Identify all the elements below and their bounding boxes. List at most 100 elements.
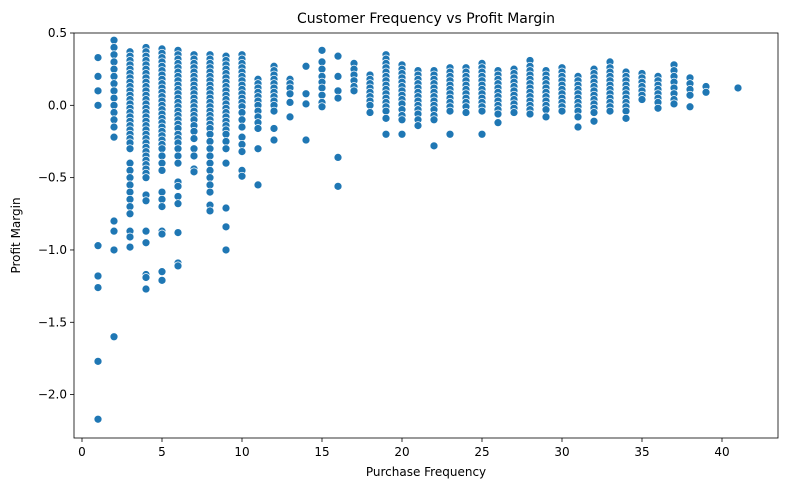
data-point <box>701 87 711 97</box>
data-point <box>93 414 103 424</box>
data-point <box>93 283 103 292</box>
data-point <box>109 226 119 236</box>
data-point <box>237 140 247 149</box>
data-point <box>237 108 247 117</box>
y-tick-label: −1.5 <box>38 315 67 329</box>
data-point <box>269 106 279 116</box>
x-tick-label: 15 <box>314 445 329 459</box>
data-point <box>237 171 247 181</box>
x-axis-label: Purchase Frequency <box>366 465 486 479</box>
data-point <box>237 115 247 125</box>
data-point <box>253 124 263 133</box>
plot-frame <box>73 32 779 439</box>
data-point <box>333 153 343 162</box>
data-point <box>205 158 215 168</box>
data-point <box>141 284 151 294</box>
data-point <box>125 194 135 204</box>
data-point <box>621 113 631 123</box>
x-tick-label: 35 <box>634 445 649 459</box>
data-point <box>109 100 119 110</box>
data-point <box>285 98 295 107</box>
y-tick-label: −2.0 <box>38 388 67 402</box>
data-points <box>93 35 743 424</box>
data-point <box>685 102 695 112</box>
data-point <box>109 115 119 125</box>
data-point <box>333 72 343 81</box>
x-tick-label: 20 <box>394 445 409 459</box>
data-point <box>125 187 135 197</box>
data-point <box>173 261 183 271</box>
data-point <box>125 242 135 252</box>
data-point <box>157 267 167 277</box>
data-point <box>205 187 215 197</box>
data-point <box>221 144 231 154</box>
data-point <box>157 275 167 285</box>
data-point <box>125 209 135 219</box>
data-point <box>429 141 439 151</box>
data-point <box>189 151 199 161</box>
data-point <box>141 226 151 236</box>
x-tick-label: 10 <box>234 445 249 459</box>
data-point <box>189 144 199 154</box>
data-point <box>109 35 119 45</box>
data-point <box>637 95 647 104</box>
data-point <box>109 93 119 103</box>
data-point <box>141 196 151 206</box>
data-point <box>109 43 119 52</box>
data-point <box>573 112 583 122</box>
data-point <box>157 151 167 161</box>
x-tick-label: 25 <box>474 445 489 459</box>
data-point <box>317 90 327 100</box>
data-point <box>173 144 183 154</box>
data-point <box>173 151 183 161</box>
data-point <box>621 106 631 116</box>
data-point <box>109 108 119 117</box>
data-point <box>189 167 199 177</box>
data-point <box>237 147 247 156</box>
y-axis-ticks: −2.0 −1.5 −1.0 −0.5 0.0 0.5 <box>38 26 74 402</box>
data-point <box>141 238 151 248</box>
data-point <box>109 122 119 132</box>
data-point <box>333 93 343 103</box>
data-point <box>125 166 135 175</box>
y-tick-label: 0.5 <box>48 26 67 40</box>
data-point <box>445 106 455 116</box>
data-point <box>93 271 103 281</box>
data-point <box>237 122 247 132</box>
data-point <box>221 245 231 255</box>
data-point <box>557 106 567 116</box>
data-point <box>141 273 151 282</box>
data-point <box>109 132 119 142</box>
data-point <box>173 181 183 191</box>
data-point <box>733 83 743 93</box>
data-point <box>93 72 103 81</box>
data-point <box>157 144 167 154</box>
data-point <box>109 50 119 60</box>
data-point <box>221 158 231 168</box>
data-point <box>365 108 375 117</box>
data-point <box>173 228 183 237</box>
data-point <box>381 129 391 139</box>
data-point <box>109 216 119 226</box>
data-point <box>205 151 215 161</box>
data-point <box>589 116 599 126</box>
data-point <box>333 86 343 96</box>
data-point <box>125 173 135 183</box>
data-point <box>109 72 119 81</box>
data-point <box>285 112 295 122</box>
data-point <box>237 132 247 142</box>
data-point <box>109 57 119 67</box>
data-point <box>317 57 327 67</box>
data-point <box>141 173 151 183</box>
data-point <box>93 356 103 366</box>
data-point <box>605 106 615 116</box>
data-point <box>301 99 311 109</box>
data-point <box>493 118 503 128</box>
data-point <box>205 173 215 183</box>
data-point <box>365 100 375 110</box>
y-tick-label: −1.0 <box>38 243 67 257</box>
data-point <box>205 129 215 139</box>
chart-title: Customer Frequency vs Profit Margin <box>297 11 555 27</box>
data-point <box>445 129 455 139</box>
data-point <box>493 109 503 119</box>
